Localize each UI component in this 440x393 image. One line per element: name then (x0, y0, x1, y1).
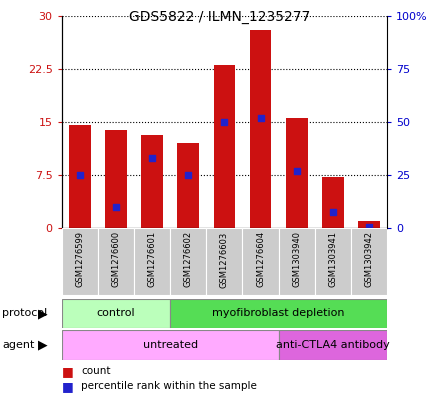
Bar (206, 228, 242, 295)
Bar (62, 299, 170, 328)
Point (257, 114, 264, 121)
Text: GSM1303942: GSM1303942 (365, 231, 374, 287)
Text: GSM1276599: GSM1276599 (75, 231, 84, 287)
Point (112, 204, 119, 210)
Bar (105, 130, 127, 228)
Point (293, 167, 300, 174)
Text: ▶: ▶ (38, 307, 48, 320)
Text: GSM1303941: GSM1303941 (328, 231, 337, 287)
Bar (141, 134, 163, 228)
Text: ▶: ▶ (38, 338, 48, 351)
Text: GSM1276601: GSM1276601 (147, 231, 157, 287)
Bar (250, 30, 271, 228)
Text: GSM1276604: GSM1276604 (256, 231, 265, 287)
Point (330, 209, 337, 215)
Bar (62, 228, 98, 295)
Point (76, 172, 83, 178)
Bar (170, 299, 387, 328)
Text: agent: agent (2, 340, 35, 350)
Bar (315, 228, 351, 295)
Point (149, 155, 156, 161)
Bar (279, 330, 387, 360)
Text: GSM1276600: GSM1276600 (111, 231, 121, 287)
Text: myofibroblast depletion: myofibroblast depletion (213, 309, 345, 318)
Bar (279, 228, 315, 295)
Bar (134, 228, 170, 295)
Bar (322, 177, 344, 228)
Text: count: count (81, 366, 111, 376)
Text: ■: ■ (62, 380, 73, 393)
Text: GSM1276603: GSM1276603 (220, 231, 229, 288)
Bar (98, 228, 134, 295)
Bar (358, 221, 380, 228)
Text: control: control (96, 309, 135, 318)
Bar (242, 228, 279, 295)
Text: GSM1303940: GSM1303940 (292, 231, 301, 287)
Bar (62, 330, 279, 360)
Text: ■: ■ (62, 365, 73, 378)
Bar (170, 228, 206, 295)
Bar (69, 125, 91, 228)
Bar (286, 118, 308, 228)
Text: GDS5822 / ILMN_1235277: GDS5822 / ILMN_1235277 (129, 10, 311, 24)
Point (185, 172, 192, 178)
Text: untreated: untreated (143, 340, 198, 350)
Point (366, 224, 373, 230)
Text: GSM1276602: GSM1276602 (184, 231, 193, 287)
Point (221, 119, 228, 125)
Text: anti-CTLA4 antibody: anti-CTLA4 antibody (276, 340, 390, 350)
Text: protocol: protocol (2, 309, 48, 318)
Bar (213, 65, 235, 228)
Text: percentile rank within the sample: percentile rank within the sample (81, 381, 257, 391)
Bar (177, 143, 199, 228)
Bar (351, 228, 387, 295)
